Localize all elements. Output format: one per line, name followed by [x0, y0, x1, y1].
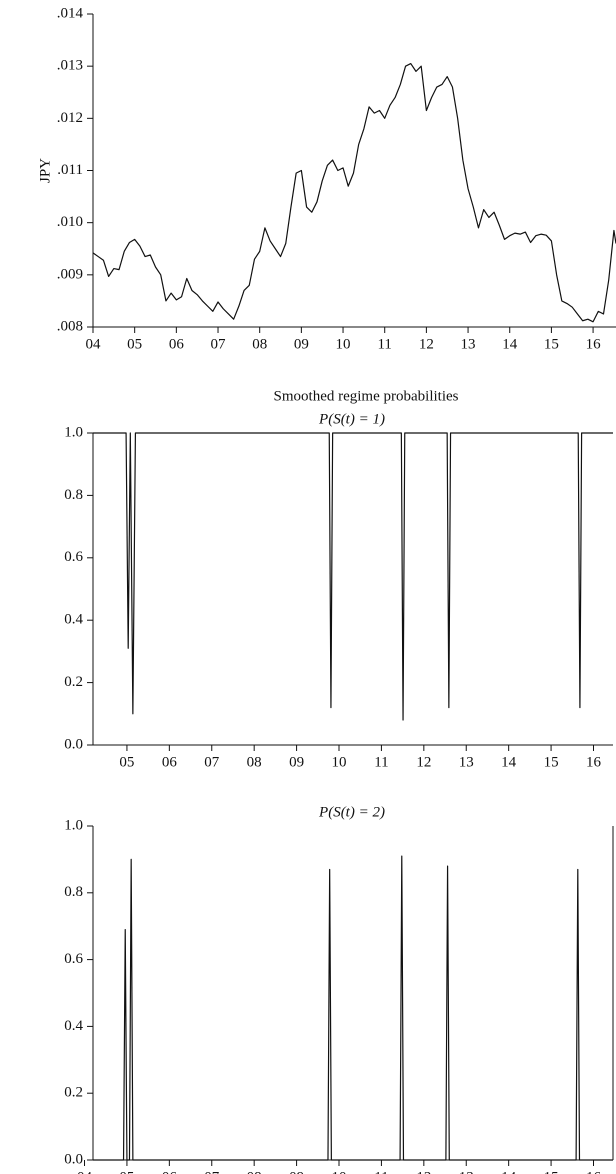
- y-tick-label: 1.0: [64, 817, 83, 833]
- y-tick-label: .008: [57, 318, 83, 334]
- x-tick-label: 05: [119, 754, 134, 770]
- x-tick-label: 09: [289, 1169, 304, 1174]
- x-tick-label: 11: [377, 336, 391, 352]
- x-tick-label: 11: [374, 1169, 388, 1174]
- x-tick-label: 12: [416, 1169, 431, 1174]
- data-line: [93, 432, 613, 721]
- y-tick-label: 0.2: [64, 1085, 83, 1101]
- y-tick-label: .010: [57, 214, 83, 230]
- y-tick-label: 0.4: [64, 1018, 83, 1034]
- x-tick-label: 14: [501, 1169, 517, 1174]
- x-tick-label: 06: [162, 754, 178, 770]
- x-tick-label: 16: [586, 336, 602, 352]
- y-tick-label: .009: [57, 266, 83, 282]
- x-tick-label: 06: [169, 336, 185, 352]
- panel-title: P(S(t) = 1): [318, 411, 385, 427]
- suptitle: Smoothed regime probabilities: [274, 388, 459, 404]
- y-tick-label: .014: [57, 5, 84, 21]
- y-tick-label: 0.8: [64, 884, 83, 900]
- x-tick-label: 13: [459, 754, 474, 770]
- x-tick-label: 08: [247, 1169, 262, 1174]
- y-axis-label: JPY: [37, 158, 53, 183]
- y-tick-label: 0.6: [64, 951, 83, 967]
- x-tick-label: 08: [252, 336, 267, 352]
- x-tick-label: 06: [162, 1169, 178, 1174]
- x-tick-label: 05: [119, 1169, 134, 1174]
- x-tick-label: 10: [332, 754, 347, 770]
- y-tick-label: 0.0: [64, 1151, 83, 1167]
- y-tick-label: .011: [57, 162, 83, 178]
- x-tick-label: 10: [332, 1169, 347, 1174]
- x-tick-label: 16: [586, 754, 602, 770]
- y-tick-label: 0.6: [64, 549, 83, 565]
- x-tick-label: 14: [502, 336, 518, 352]
- x-tick-label: 09: [294, 336, 309, 352]
- panel-title: P(S(t) = 2): [318, 804, 385, 820]
- x-tick-label: 04: [86, 336, 102, 352]
- x-tick-label: 07: [204, 754, 220, 770]
- x-tick-label: 12: [419, 336, 434, 352]
- x-tick-label: 11: [374, 754, 388, 770]
- x-tick-label: 15: [544, 1169, 559, 1174]
- x-tick-label: 07: [211, 336, 227, 352]
- x-tick-label: 05: [127, 336, 142, 352]
- x-tick-label: 14: [501, 754, 517, 770]
- x-tick-label: 09: [289, 754, 304, 770]
- x-tick-label: 13: [461, 336, 476, 352]
- x-tick-label: 15: [544, 754, 559, 770]
- x-tick-label: 10: [336, 336, 351, 352]
- y-tick-label: 0.0: [64, 736, 83, 752]
- y-tick-label: 0.2: [64, 674, 83, 690]
- x-tick-label: 07: [204, 1169, 220, 1174]
- data-line: [92, 62, 616, 323]
- x-tick-label: 12: [416, 754, 431, 770]
- y-tick-label: .013: [57, 58, 83, 74]
- y-tick-label: .012: [57, 110, 83, 126]
- x-tick-label: 15: [544, 336, 559, 352]
- y-tick-label: 0.8: [64, 487, 83, 503]
- x-tick-label: 13: [459, 1169, 474, 1174]
- y-tick-label: 0.4: [64, 612, 83, 628]
- data-line: [93, 855, 613, 1161]
- x-tick-label: 16: [586, 1169, 602, 1174]
- y-tick-label: 1.0: [64, 424, 83, 440]
- x-tick-label: 04: [77, 1169, 93, 1174]
- x-tick-label: 08: [247, 754, 262, 770]
